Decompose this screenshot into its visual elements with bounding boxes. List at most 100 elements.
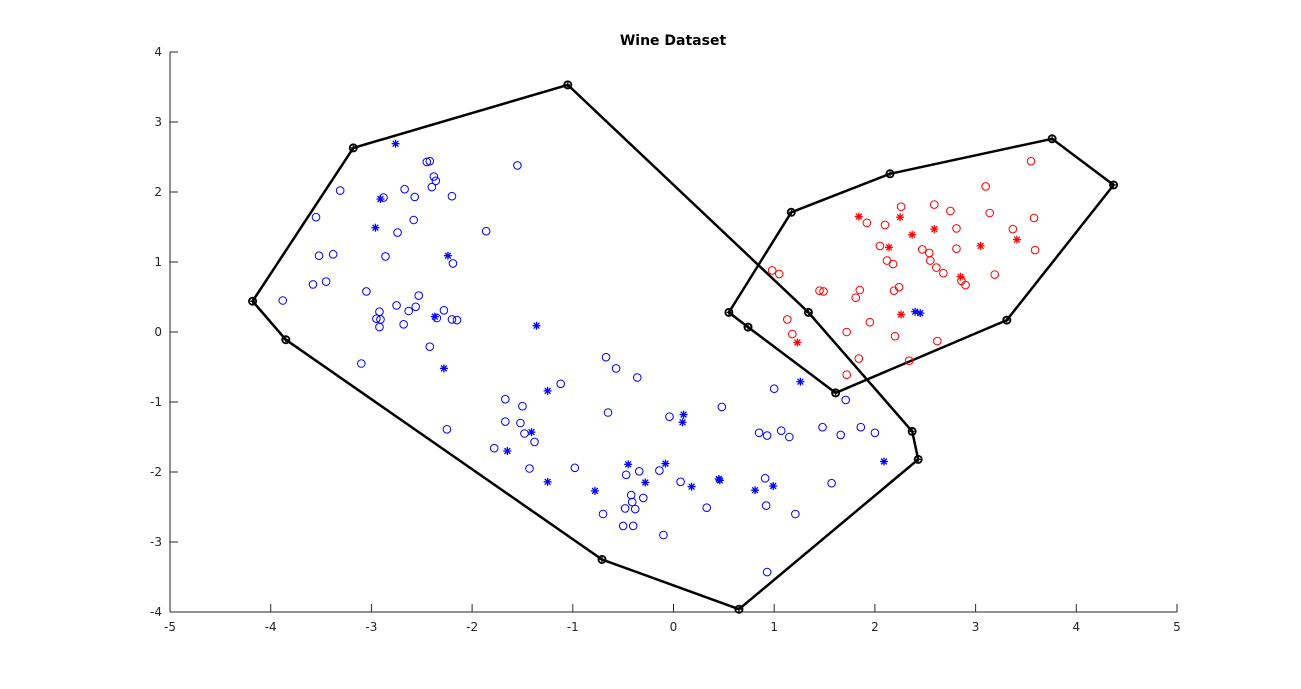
circle-point — [399, 320, 408, 329]
y-tick-label: 3 — [154, 115, 162, 129]
circle-point — [447, 191, 457, 201]
star-point — [430, 312, 439, 321]
circle-point — [782, 315, 792, 324]
circle-point — [620, 504, 630, 513]
circle-point — [328, 250, 338, 259]
circle-point — [659, 530, 668, 540]
circle-point — [890, 331, 900, 341]
star-point — [391, 139, 400, 148]
circle-point — [917, 245, 927, 254]
star-point — [896, 213, 905, 222]
circle-point — [570, 463, 580, 473]
star-point — [678, 418, 687, 427]
hull-vertex-marker — [831, 388, 841, 398]
circle-point — [321, 277, 331, 286]
circle-point — [530, 437, 539, 447]
x-tick-label: -1 — [567, 620, 579, 634]
circle-point — [400, 184, 409, 194]
star-point — [769, 482, 778, 490]
circle-point — [665, 412, 674, 422]
circle-point — [513, 161, 522, 170]
circle-point — [422, 157, 432, 167]
circle-point — [952, 224, 961, 233]
circle-point — [896, 202, 906, 211]
circle-point — [601, 352, 611, 362]
circle-point — [618, 521, 628, 531]
circle-point — [946, 206, 955, 216]
circle-point — [311, 212, 321, 222]
convex-hulls — [248, 80, 1119, 614]
hull-vertex-marker — [803, 307, 813, 317]
star-point — [908, 230, 917, 239]
circle-point — [516, 418, 525, 428]
star-point — [543, 386, 552, 395]
chart-title: Wine Dataset — [620, 33, 727, 49]
circle-point — [375, 322, 384, 332]
circle-point — [862, 218, 872, 228]
star-point — [641, 478, 650, 487]
y-tick-label: -4 — [150, 605, 162, 619]
circle-point — [655, 466, 664, 475]
circle-point — [501, 417, 510, 426]
hull-vertex-marker — [885, 169, 895, 179]
circle-point — [676, 477, 685, 487]
x-tick-label: -2 — [466, 620, 478, 634]
x-tick-label: 4 — [1072, 620, 1080, 634]
circle-point — [392, 301, 401, 310]
star-point — [1012, 235, 1021, 244]
circle-point — [788, 329, 797, 339]
circle-point — [447, 315, 457, 324]
circle-point — [1008, 224, 1018, 234]
star-point — [527, 428, 536, 437]
circle-point — [875, 241, 885, 251]
circle-point — [439, 306, 449, 315]
hull-vertex-marker — [348, 143, 358, 153]
circle-point — [1030, 245, 1040, 255]
circle-point — [762, 567, 772, 577]
circle-point — [717, 402, 727, 412]
circle-point — [442, 425, 452, 434]
circle-point — [925, 256, 935, 265]
circle-point — [819, 287, 828, 296]
circle-point — [626, 490, 636, 500]
circle-point — [481, 226, 491, 236]
circle-point — [791, 509, 800, 519]
circle-point — [841, 395, 850, 405]
circle-point — [762, 431, 772, 440]
circle-point — [856, 422, 866, 432]
y-tick-label: 2 — [154, 185, 162, 199]
circle-point — [429, 172, 439, 181]
circle-point — [894, 282, 904, 292]
circle-point — [411, 302, 421, 312]
circle-point — [767, 266, 777, 275]
circle-point — [760, 474, 770, 483]
circle-point — [278, 296, 288, 305]
star-point — [443, 251, 452, 260]
x-tick-label: 2 — [871, 620, 879, 634]
star-point — [751, 486, 760, 495]
circle-point — [404, 306, 413, 316]
circle-point — [842, 370, 852, 380]
circle-point — [904, 356, 914, 366]
circle-point — [785, 432, 794, 442]
circle-point — [372, 314, 381, 324]
circle-point — [489, 443, 499, 453]
star-point — [543, 477, 552, 486]
y-tick-label: 4 — [154, 45, 162, 59]
hull-vertex-marker — [734, 604, 744, 614]
circle-point — [952, 244, 961, 253]
circle-point — [427, 182, 437, 192]
circle-point — [638, 493, 648, 503]
circle-point — [598, 509, 608, 519]
circle-point — [961, 280, 970, 290]
circle-point — [1029, 213, 1039, 223]
circle-point — [632, 373, 642, 382]
circle-point — [410, 192, 420, 202]
circle-point — [634, 467, 644, 476]
circle-point — [520, 429, 529, 438]
circle-point — [425, 342, 435, 352]
circle-point — [870, 428, 880, 438]
y-tick-label: -1 — [150, 395, 162, 409]
